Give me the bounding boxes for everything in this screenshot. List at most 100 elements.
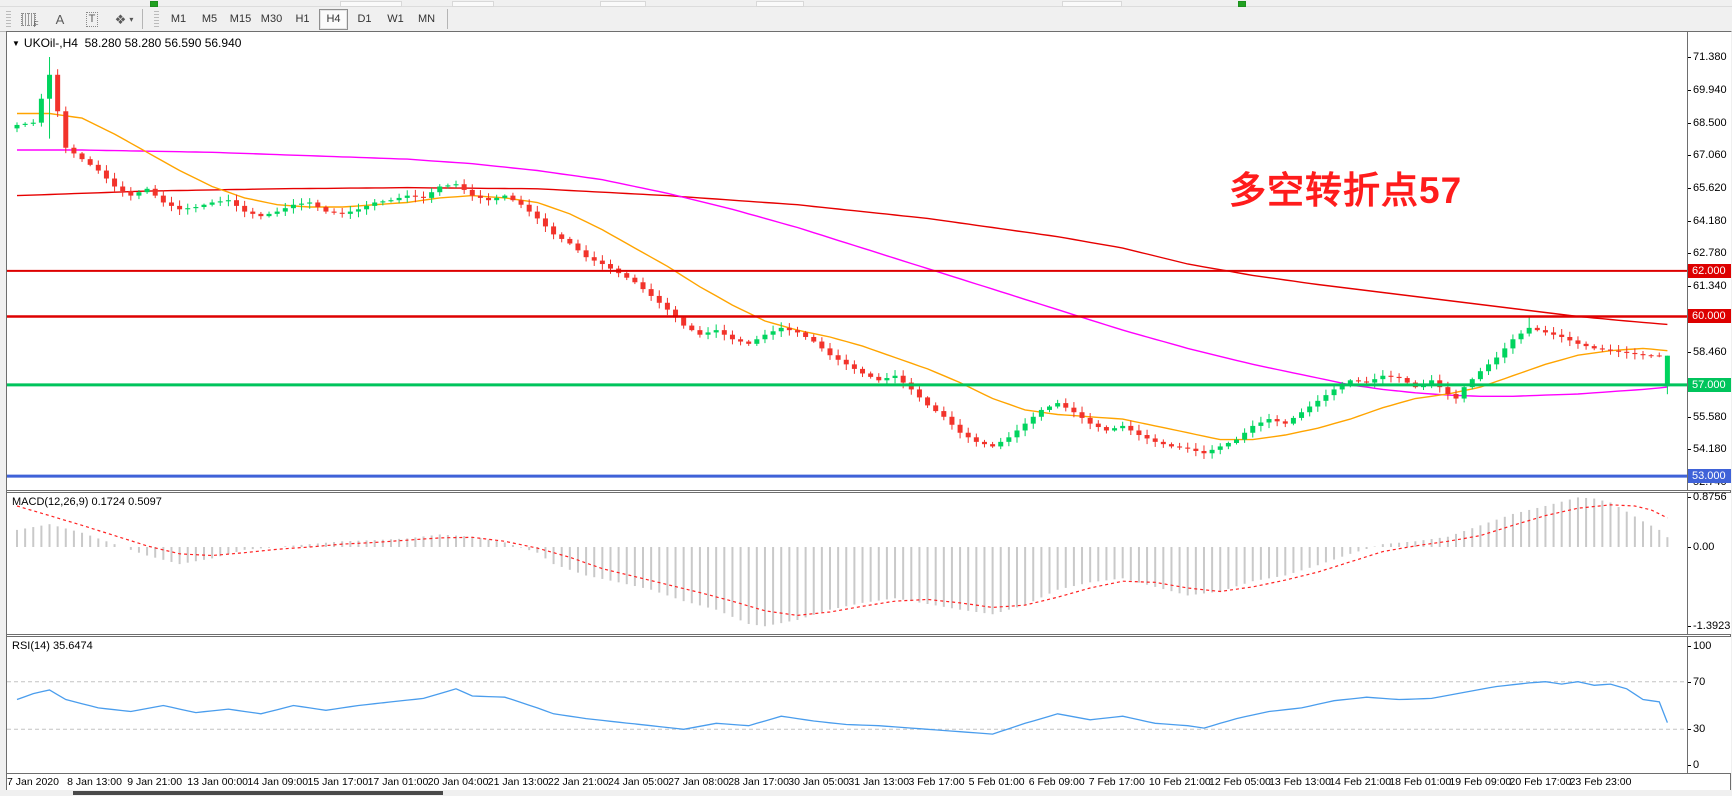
macd-tick-label: 0.00 [1687,541,1715,553]
price-tick-label: 67.060 [1688,149,1727,162]
macd-pane[interactable]: MACD(12,26,9) 0.1724 0.5097 [7,493,1687,634]
macd-axis[interactable]: 0.8756 0.00 -1.3923 [1687,491,1731,634]
price-tick-label: 65.620 [1688,182,1727,195]
date-tick-label: 31 Jan 13:00 [848,776,910,788]
macd-label: MACD(12,26,9) 0.1724 0.5097 [12,496,162,508]
price-level-badge: 57.000 [1688,377,1731,392]
timeframe-button-m1[interactable]: M1 [170,13,187,25]
date-tick-label: 13 Jan 00:00 [187,776,249,788]
pane-separator[interactable] [7,490,1730,493]
shapes-dropdown-tool[interactable]: ❖ ▾ [111,8,137,30]
date-tick-label: 10 Feb 21:00 [1148,776,1211,788]
chart-window: ▼ UKOil-,H4 58.280 58.280 56.590 56.940 多… [6,31,1731,790]
price-tick-label: 58.460 [1688,345,1727,358]
dropdown-caret-icon[interactable]: ▾ [129,14,134,24]
date-tick-label: 13 Feb 13:00 [1269,776,1331,788]
toolbar-fragment [340,1,402,7]
status-fragment-icon [150,1,158,7]
date-tick-label: 30 Jan 05:00 [788,776,850,788]
toolbar-separator [142,9,143,29]
timeframe-button-d1[interactable]: D1 [357,13,372,25]
date-tick-label: 14 Jan 09:00 [247,776,309,788]
date-tick-label: 6 Feb 09:00 [1028,776,1085,788]
date-tick-label: 27 Jan 08:00 [668,776,729,788]
freehand-grid-tool[interactable]: F [15,8,41,30]
date-tick-label: 12 Feb 05:00 [1209,776,1271,788]
macd-signal-line [16,504,1668,617]
rsi-tick-label: 30 [1687,723,1706,736]
toolbar-drag-handle[interactable] [154,11,159,27]
timeframe-button-h1[interactable]: H1 [295,13,310,25]
price-tick-label: 71.380 [1688,51,1727,63]
text-box-tool-icon: T [85,11,99,27]
price-tick-label: 62.780 [1688,247,1727,260]
symbol-dropdown-icon[interactable]: ▼ [12,39,20,48]
timeframe-button-m15[interactable]: M15 [229,13,252,25]
date-tick-label: 17 Jan 01:00 [367,776,429,788]
rsi-tick-label: 100 [1687,640,1712,652]
ma-mid-magenta-line [17,149,1668,397]
toolbar-fragment [452,1,494,7]
status-fragment-icon [1238,1,1246,7]
date-tick-label: 28 Jan 17:00 [728,776,789,788]
price-axis[interactable]: 71.380 69.940 68.500 67.060 65.620 64.180 62.7… [1687,32,1731,490]
scrollbar-thumb[interactable] [73,791,443,795]
price-tick-label: 54.180 [1688,443,1727,456]
candlestick-chart[interactable] [7,32,1687,490]
date-tick-label: 9 Jan 21:00 [127,776,183,788]
date-tick-label: 7 Feb 17:00 [1088,776,1145,788]
toolbar-fragment [600,1,646,7]
timeframe-button-m30[interactable]: M30 [260,13,283,25]
timeframe-button-mn[interactable]: MN [417,13,436,25]
horizontal-scrollbar[interactable] [6,791,1731,796]
rsi-line [16,681,1669,735]
pane-separator[interactable] [7,634,1730,637]
date-tick-label: 18 Feb 01:00 [1389,776,1452,788]
price-tick-label: 68.500 [1688,116,1727,129]
price-tick-label: 64.180 [1688,215,1727,228]
timeframes-group: M1 M5 M15 M30 H1 H4 D1 W1 MN [163,8,442,30]
date-tick-label: 24 Jan 05:00 [608,776,669,788]
rsi-tick-label: 0 [1687,759,1700,771]
time-axis[interactable]: 7 Jan 2020 8 Jan 13:00 9 Jan 21:00 13 Jan 0… [7,773,1730,790]
macd-tick-label: 0.8756 [1688,491,1727,504]
timeframe-button-m5[interactable]: M5 [201,13,218,25]
price-tick-label: 61.340 [1688,279,1727,292]
rsi-tick-label: 70 [1687,675,1706,688]
toolbar-fragment [1062,1,1122,7]
drawing-tools-group: F A T ❖ ▾ [15,8,137,30]
price-level-badge: 62.000 [1688,263,1731,278]
rsi-pane[interactable]: RSI(14) 35.6474 [7,637,1687,773]
date-tick-label: 22 Jan 21:00 [547,776,609,788]
date-tick-label: 20 Jan 04:00 [427,776,489,788]
toolbar-drag-handle[interactable] [6,11,11,27]
rsi-axis[interactable]: 100 70 30 0 [1687,637,1731,773]
rsi-chart[interactable] [7,637,1687,773]
timeframe-button-w1[interactable]: W1 [387,13,404,25]
text-label-tool[interactable]: A [47,8,73,30]
price-tick-label: 69.940 [1688,83,1727,96]
symbol-ohlc-text: UKOil-,H4 58.280 58.280 56.590 56.940 [23,36,242,50]
date-tick-label: 5 Feb 01:00 [968,776,1025,788]
partial-toolbar-row [0,0,1732,7]
date-tick-label: 20 Feb 17:00 [1509,776,1572,788]
date-tick-label: 19 Feb 09:00 [1449,776,1512,788]
date-tick-label: 14 Feb 21:00 [1329,776,1392,788]
macd-chart[interactable] [7,493,1687,634]
price-level-badge: 53.000 [1688,469,1731,484]
text-box-tool[interactable]: T [79,8,105,30]
ma-slow-red-line [16,186,1668,326]
price-level-badge: 60.000 [1688,309,1731,324]
freehand-grid-tool-icon: F [20,12,39,29]
date-tick-label: 23 Feb 23:00 [1569,776,1632,788]
toolbar-fragment [756,1,804,7]
toolbar: F A T ❖ ▾ M1 M5 M15 M30 H1 H4 D1 W1 MN [0,7,1732,32]
date-tick-label: 21 Jan 13:00 [487,776,549,788]
text-label-tool-icon: A [55,11,65,27]
toolbar-separator [447,9,448,29]
rsi-label: RSI(14) 35.6474 [12,640,93,652]
timeframe-button-h4[interactable]: H4 [319,8,348,30]
chart-annotation: 多空转折点57 [1229,170,1463,211]
main-chart-pane[interactable]: ▼ UKOil-,H4 58.280 58.280 56.590 56.940 多… [7,32,1687,490]
symbol-ohlc-label: ▼ UKOil-,H4 58.280 58.280 56.590 56.940 [12,36,241,50]
